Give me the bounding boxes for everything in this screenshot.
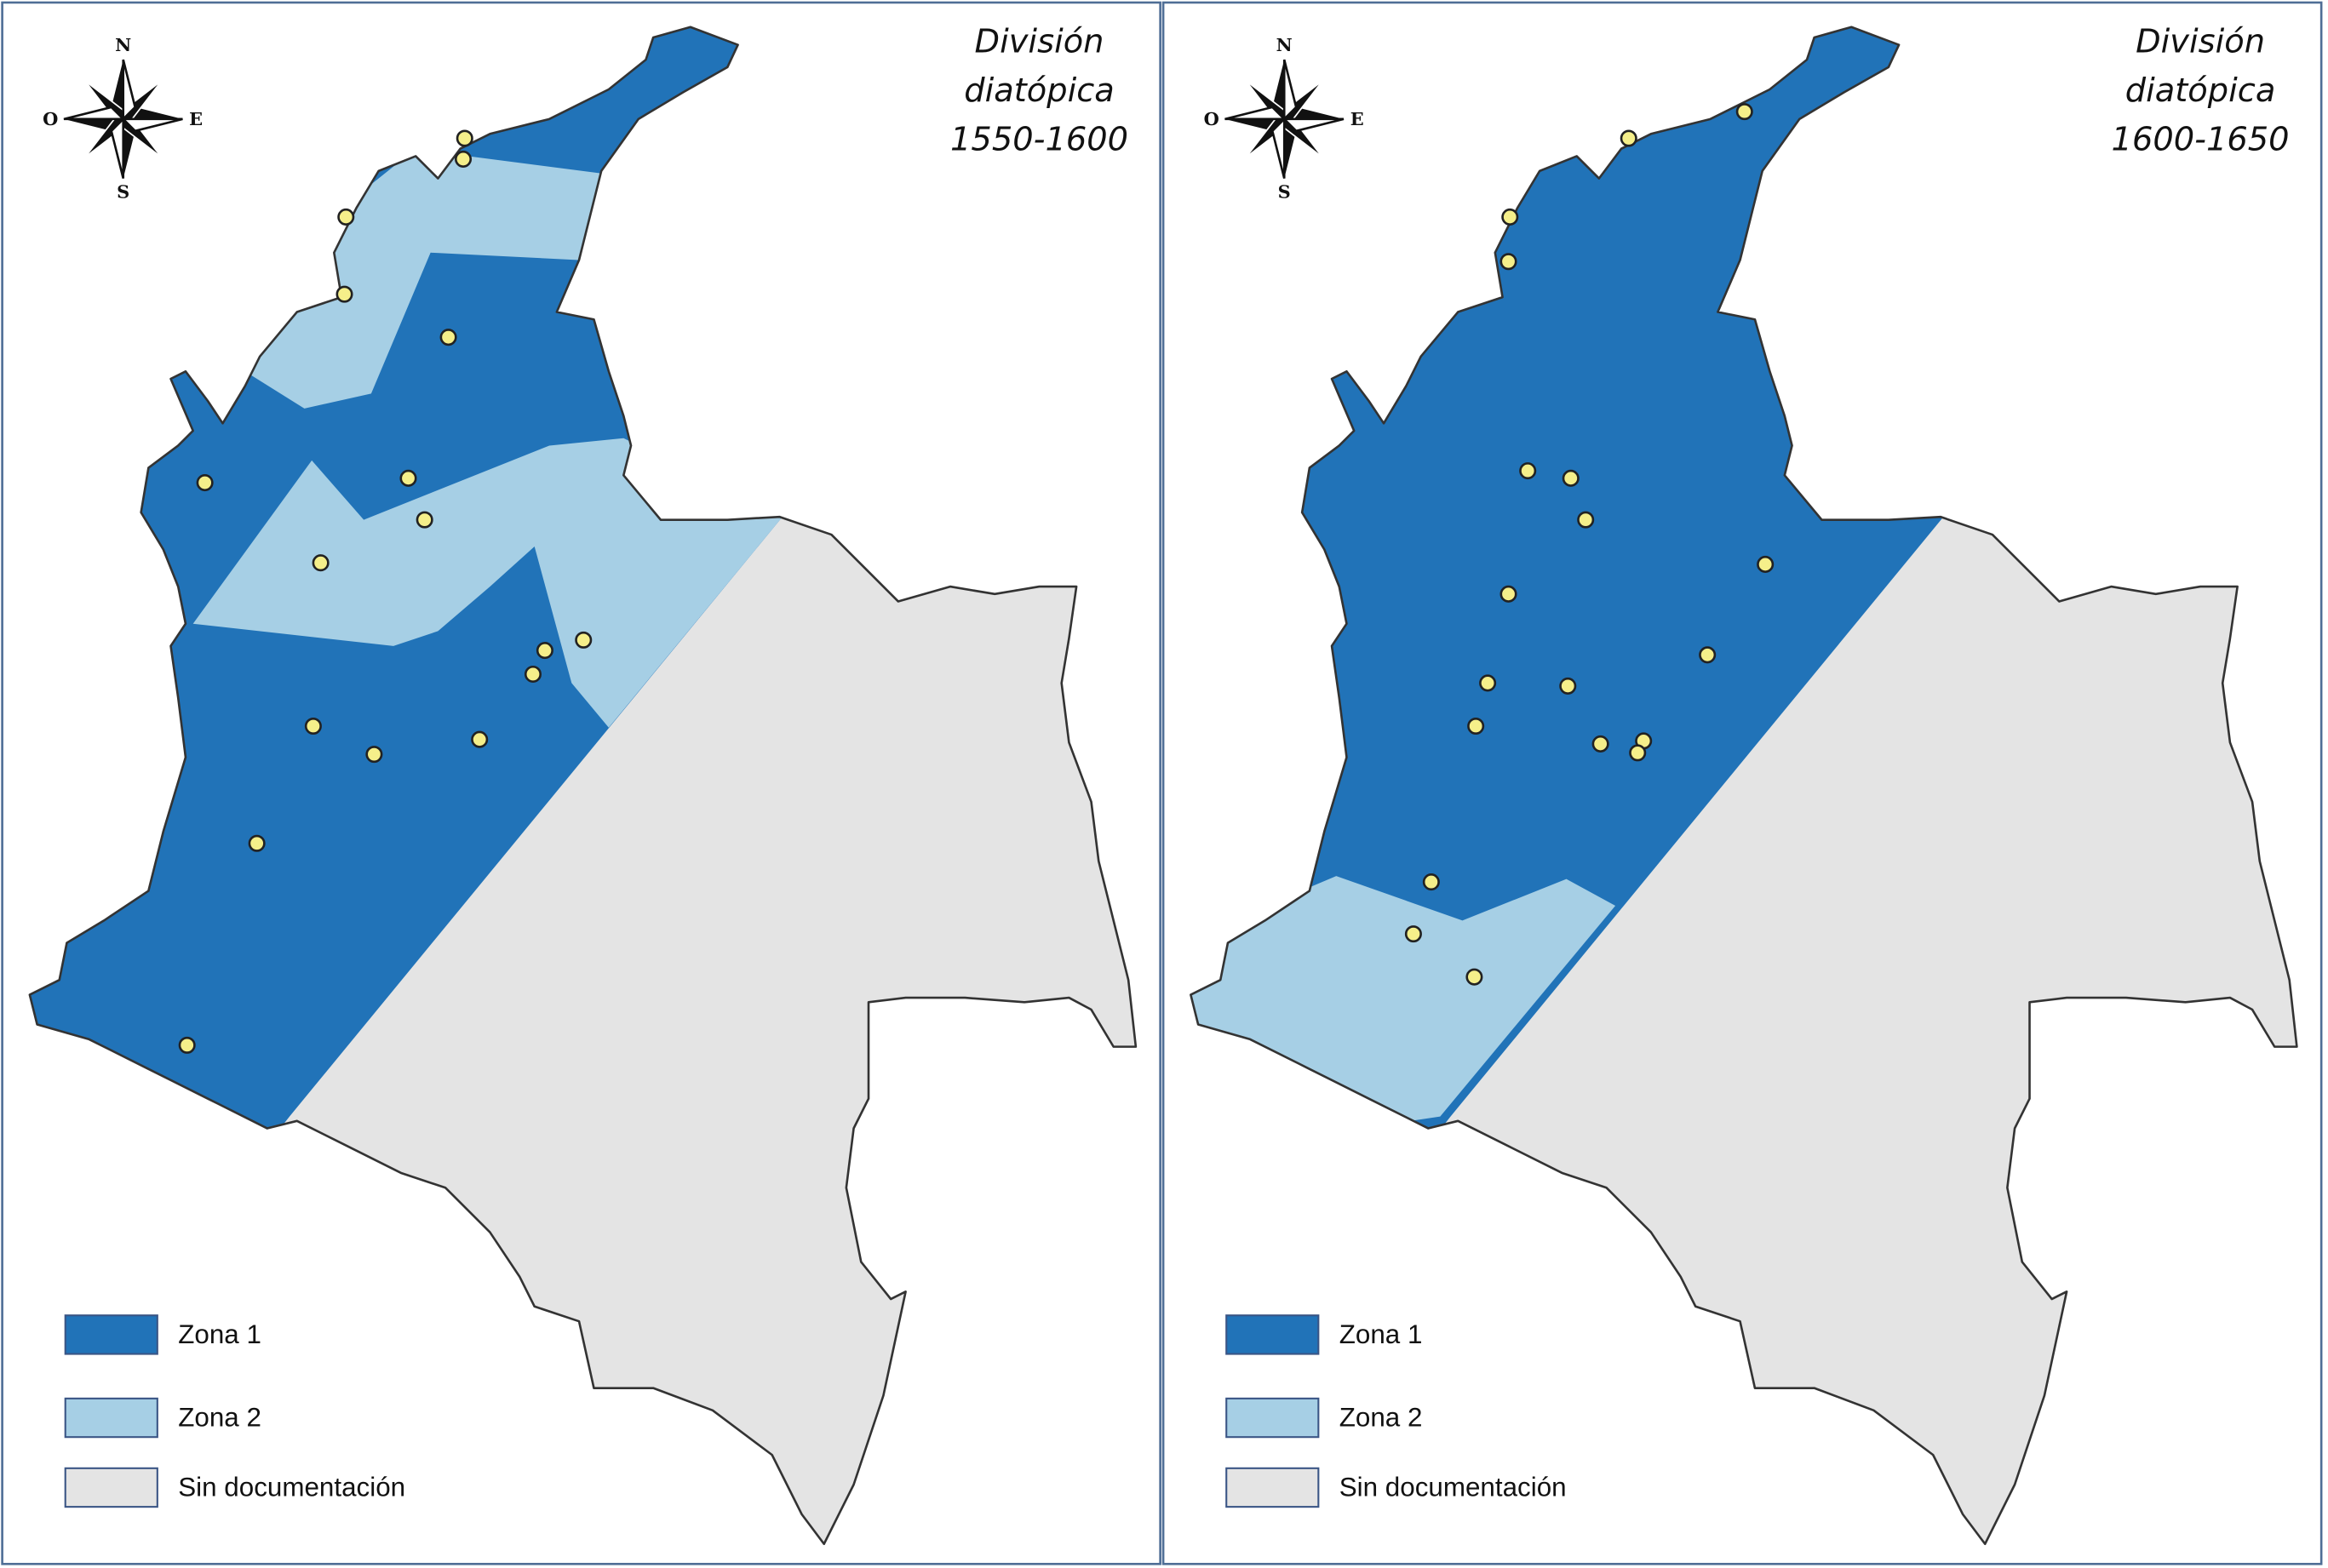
compass-label: N xyxy=(1276,34,1293,55)
map-title: División xyxy=(975,22,1104,60)
locality xyxy=(1422,873,1440,891)
locality xyxy=(1404,925,1422,943)
locality xyxy=(399,469,417,487)
locality xyxy=(1629,744,1647,762)
locality xyxy=(178,1036,196,1054)
legend-swatch xyxy=(1225,1314,1320,1355)
legend-label: Zona 1 xyxy=(1339,1319,1423,1349)
locality xyxy=(416,511,433,529)
compass-label: O xyxy=(1204,108,1219,129)
locality xyxy=(456,129,473,147)
locality xyxy=(1559,677,1577,695)
legend-label: Zona 1 xyxy=(178,1319,261,1349)
locality xyxy=(1499,585,1517,603)
locality xyxy=(1757,555,1775,573)
map-title: División xyxy=(2136,22,2265,60)
locality xyxy=(439,329,457,346)
compass-label: E xyxy=(1350,108,1364,129)
compass-label: O xyxy=(43,108,58,129)
locality xyxy=(365,746,383,764)
locality xyxy=(1467,717,1485,735)
locality xyxy=(337,208,355,226)
locality xyxy=(471,730,489,748)
compass-label: N xyxy=(115,34,131,55)
compass-star xyxy=(63,59,183,179)
legend-label: Sin documentación xyxy=(1339,1473,1567,1502)
map-title: 1550-1600 xyxy=(950,120,1128,158)
locality xyxy=(1479,674,1497,692)
legend-label: Sin documentación xyxy=(178,1473,405,1502)
compass-star xyxy=(1224,59,1345,179)
compass-label: S xyxy=(117,181,129,203)
locality xyxy=(1519,462,1537,480)
locality xyxy=(304,717,322,735)
zone-2-region xyxy=(244,148,606,409)
compass-label: E xyxy=(189,108,203,129)
map-panel: División diatópica 1550-1600 N S E O Zona 1 Zona… xyxy=(1,1,1161,1565)
locality xyxy=(536,642,553,660)
locality xyxy=(1577,511,1595,529)
legend-label: Zona 2 xyxy=(1339,1403,1423,1433)
locality xyxy=(1735,103,1753,121)
legend-swatch xyxy=(1225,1397,1320,1439)
legend-swatch xyxy=(1225,1467,1320,1508)
locality xyxy=(454,150,473,168)
locality xyxy=(1699,646,1717,664)
legend-swatch xyxy=(64,1467,158,1508)
locality xyxy=(575,631,593,649)
compass-label: S xyxy=(1278,181,1291,203)
locality xyxy=(1465,968,1483,986)
legend-label: Zona 2 xyxy=(178,1403,261,1433)
map-title: diatópica xyxy=(2125,72,2276,110)
locality xyxy=(1499,253,1517,271)
map-title: 1600-1650 xyxy=(2112,120,2290,158)
locality xyxy=(335,285,353,303)
locality xyxy=(1620,129,1637,147)
country-outline xyxy=(28,26,1138,1546)
legend-swatch xyxy=(64,1314,158,1355)
legend-swatch xyxy=(64,1397,158,1439)
locality xyxy=(248,834,266,852)
locality xyxy=(1562,469,1580,487)
country-outline xyxy=(1190,26,2298,1546)
locality xyxy=(524,665,542,683)
map-title: diatópica xyxy=(964,72,1115,110)
locality xyxy=(196,474,214,492)
map-panel: División diatópica 1600-1650 N S E O Zona 1 Zona… xyxy=(1161,1,2323,1565)
locality xyxy=(312,554,330,572)
zone-2-region xyxy=(192,438,783,728)
locality xyxy=(1501,208,1519,226)
locality xyxy=(1591,735,1609,753)
